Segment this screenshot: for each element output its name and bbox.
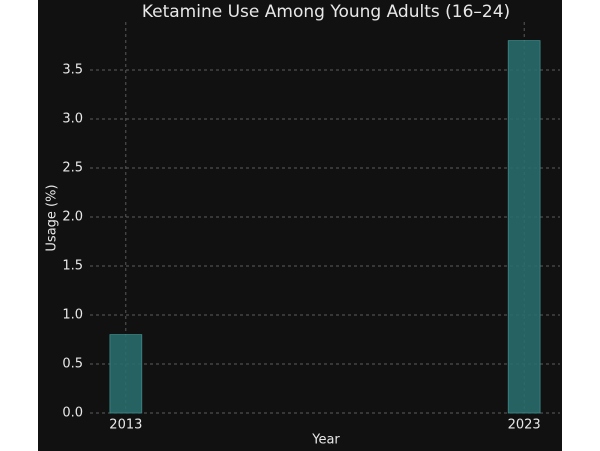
y-tick-label: 3.5 (62, 63, 83, 78)
y-tick-label: 1.0 (62, 308, 83, 323)
y-tick-label: 1.5 (62, 259, 83, 274)
bar (507, 40, 541, 414)
x-tick-label: 2013 (109, 418, 142, 433)
chart-title: Ketamine Use Among Young Adults (16–24) (142, 2, 510, 22)
y-axis-label: Usage (%) (45, 184, 60, 251)
y-tick-label: 0.0 (62, 406, 83, 421)
y-tick-label: 3.0 (62, 112, 83, 127)
x-axis-label: Year (311, 433, 340, 448)
x-tick-label: 2023 (508, 418, 541, 433)
bar (109, 334, 143, 414)
y-tick-label: 0.5 (62, 357, 83, 372)
y-tick-label: 2.0 (62, 210, 83, 225)
y-tick-label: 2.5 (62, 161, 83, 176)
